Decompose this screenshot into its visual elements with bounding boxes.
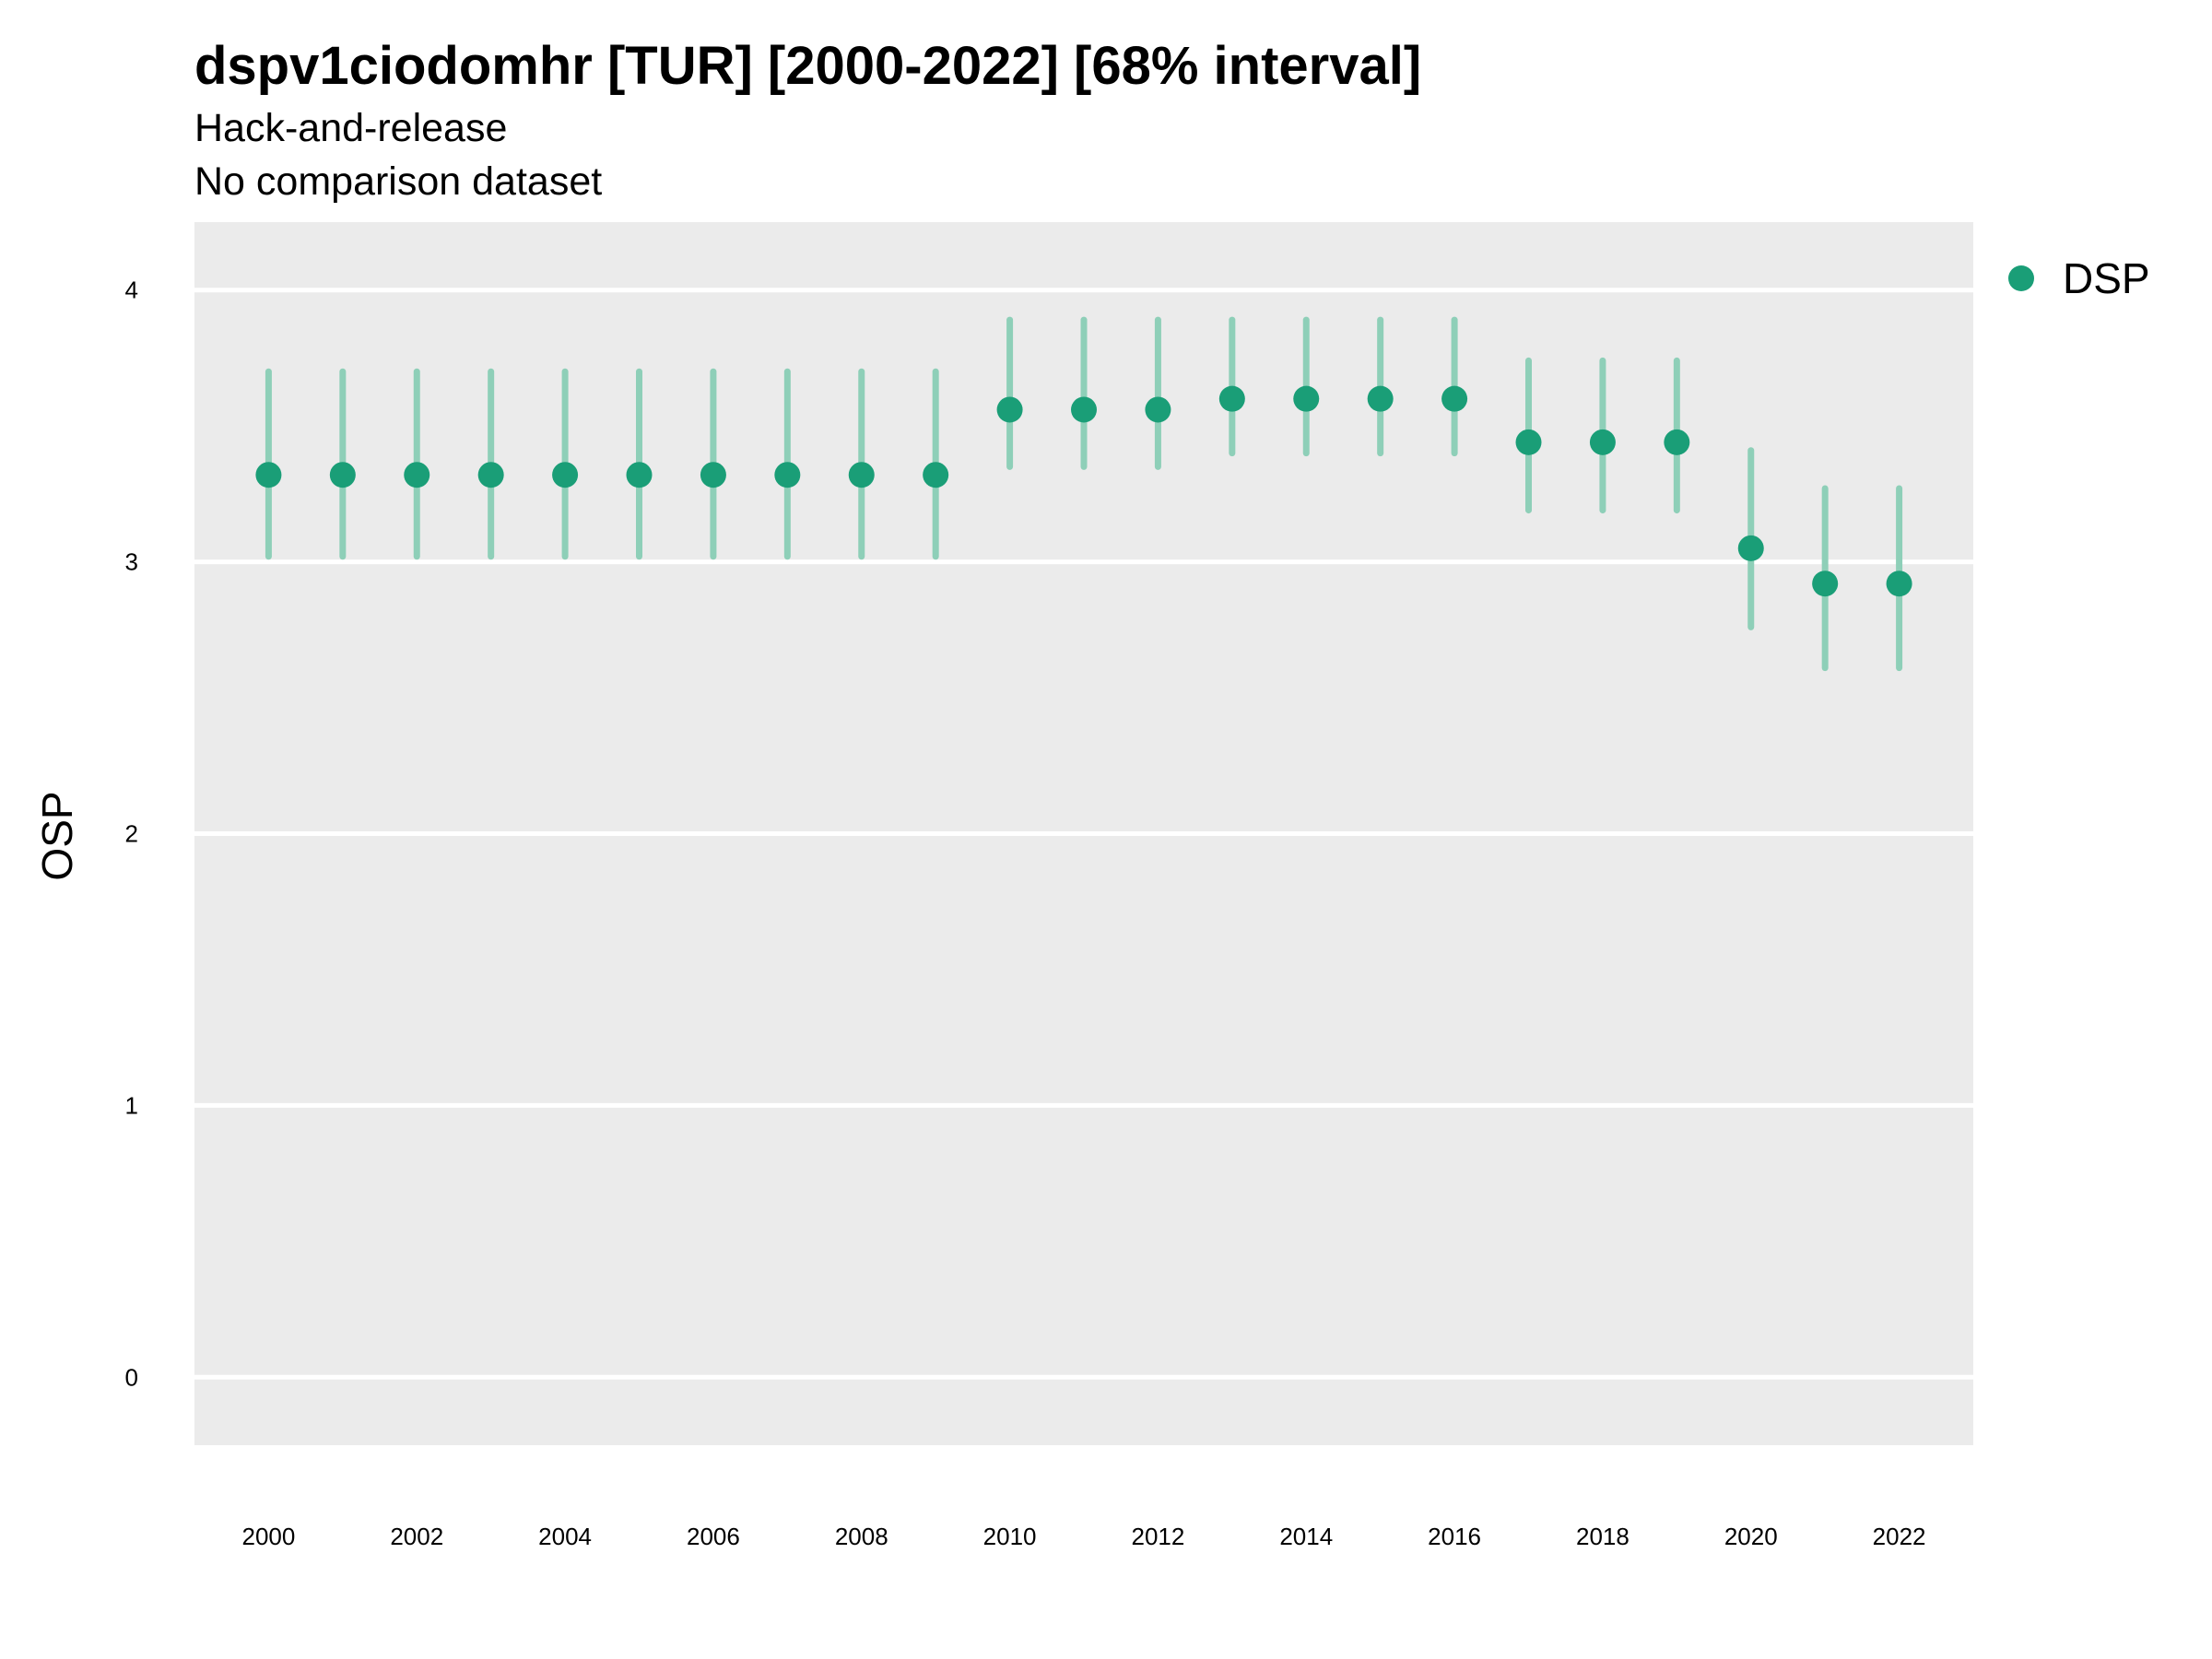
legend-label-dsp: DSP: [2063, 254, 2150, 302]
y-axis-ticks: 0 1 2 3 4: [125, 276, 138, 1392]
x-tick-label-2020: 2020: [1724, 1523, 1778, 1550]
legend[interactable]: DSP: [2008, 254, 2150, 302]
data-point-2004: [552, 462, 579, 488]
data-point-2006: [700, 462, 726, 488]
data-point-2019: [1664, 429, 1690, 455]
data-point-2008: [848, 462, 875, 488]
x-tick-label-2000: 2000: [241, 1523, 295, 1550]
data-point-2005: [626, 462, 653, 488]
data-point-2014: [1293, 385, 1320, 412]
data-point-2018: [1589, 429, 1616, 455]
x-tick-label-2012: 2012: [1131, 1523, 1184, 1550]
data-point-2001: [329, 462, 356, 488]
data-point-2016: [1441, 385, 1468, 412]
data-point-2012: [1145, 396, 1171, 423]
y-tick-label-4: 4: [125, 276, 138, 304]
chart-title: dspv1ciodomhr [TUR] [2000-2022] [68% int…: [194, 36, 1422, 96]
data-point-2002: [404, 462, 430, 488]
y-tick-label-0: 0: [125, 1363, 138, 1391]
data-point-2000: [255, 462, 282, 488]
gridlines: [194, 288, 1973, 1380]
y-tick-label-1: 1: [125, 1091, 138, 1119]
data-point-2015: [1367, 385, 1394, 412]
y-tick-label-2: 2: [125, 820, 138, 848]
x-tick-label-2018: 2018: [1576, 1523, 1630, 1550]
y-axis-title: OSP: [33, 791, 81, 880]
chart-subtitle-method: Hack-and-release: [194, 106, 508, 150]
data-point-2009: [923, 462, 949, 488]
x-tick-label-2010: 2010: [983, 1523, 1037, 1550]
data-point-2013: [1218, 385, 1245, 412]
x-tick-label-2004: 2004: [538, 1523, 592, 1550]
y-tick-label-3: 3: [125, 548, 138, 576]
legend-key-dsp: [2008, 265, 2034, 291]
x-axis-ticks: 2000 2002 2004 2006 2008 2010 2012 2014 2016 2018…: [241, 1523, 1925, 1550]
data-point-2021: [1812, 571, 1839, 597]
x-tick-label-2006: 2006: [687, 1523, 740, 1550]
data-points: [255, 385, 1912, 597]
data-point-2010: [996, 396, 1023, 423]
data-point-2011: [1071, 396, 1097, 423]
data-point-2007: [774, 462, 801, 488]
x-tick-label-2022: 2022: [1873, 1523, 1926, 1550]
x-tick-label-2016: 2016: [1428, 1523, 1481, 1550]
data-point-2022: [1886, 571, 1912, 597]
data-point-2020: [1737, 535, 1764, 561]
x-tick-label-2002: 2002: [390, 1523, 443, 1550]
x-tick-label-2008: 2008: [835, 1523, 888, 1550]
chart-subtitle-comparison: No comparison dataset: [194, 159, 603, 204]
x-tick-label-2014: 2014: [1279, 1523, 1333, 1550]
data-point-2003: [477, 462, 504, 488]
data-point-2017: [1515, 429, 1542, 455]
